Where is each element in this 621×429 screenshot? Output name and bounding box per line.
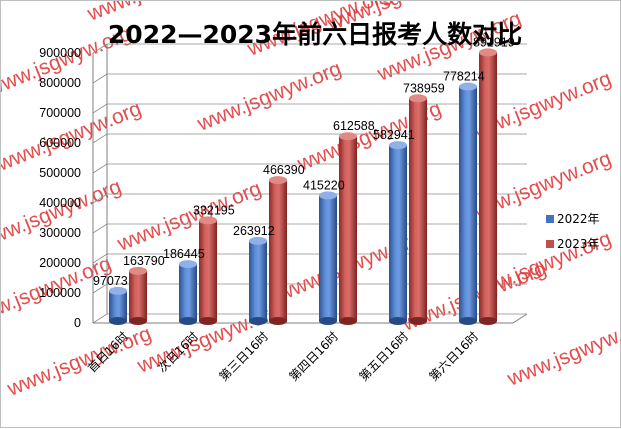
data-label: 582941 [373, 128, 415, 142]
x-tick-label: 第四日16时 [286, 329, 341, 384]
legend-swatch [546, 240, 554, 248]
watermark-text: www.jsgwyw.org [3, 322, 154, 401]
bar-base [319, 317, 337, 325]
watermark-text: www.jsgwyw.org [1, 175, 125, 254]
bar-base [479, 317, 497, 325]
watermark-layer: www.jsgwyw.orgwww.jsgwyw.orgwww.jsgwyw.o… [1, 1, 621, 401]
bar-cap [479, 48, 497, 57]
bar-base [129, 317, 147, 325]
bar-1-0 [129, 270, 147, 321]
bar-1-5 [479, 52, 497, 321]
bar-1-3 [339, 136, 357, 321]
legend-label: 2022年 [557, 212, 600, 226]
gridlines [92, 43, 528, 324]
bar-base [199, 317, 217, 325]
gridline-diagonal [92, 283, 108, 294]
y-tick-label: 0 [74, 316, 81, 330]
x-tick-label: 第五日16时 [356, 329, 411, 384]
gridline-diagonal [92, 133, 108, 144]
gridline-diagonal [92, 253, 108, 264]
bar-base [409, 317, 427, 325]
bar-cap [129, 266, 147, 275]
y-tick-label: 900000 [39, 46, 81, 60]
watermark-text: www.jsgwyw.org [193, 57, 344, 136]
bar-1-2 [269, 180, 287, 321]
bar-base [179, 317, 197, 325]
bar-base [389, 317, 407, 325]
floor-edge [512, 313, 528, 324]
bar-cap [199, 216, 217, 225]
bar-base [459, 317, 477, 325]
watermark-text: www.jsgwyw.org [113, 177, 264, 256]
data-label: 186445 [163, 247, 205, 261]
y-tick-label: 200000 [39, 256, 81, 270]
watermark-text: www.jsgwyw.org [503, 312, 621, 391]
bar-0-2 [249, 240, 267, 321]
bar-0-4 [389, 145, 407, 321]
gridline-diagonal [92, 163, 108, 174]
bar-cap [389, 141, 407, 150]
bar-cap [459, 82, 477, 91]
gridline-diagonal [92, 73, 108, 84]
bar-0-1 [179, 264, 197, 321]
gridline-diagonal [92, 223, 108, 234]
data-label: 97073 [93, 274, 128, 288]
bars [109, 48, 497, 325]
data-label: 332195 [193, 203, 235, 217]
data-label: 415220 [303, 178, 345, 192]
gridline-diagonal [92, 193, 108, 204]
data-label: 612588 [333, 119, 375, 133]
bar-cap [339, 132, 357, 141]
bar-cap [179, 260, 197, 269]
legend: 2022年 2023年 [546, 212, 600, 251]
bar-base [269, 317, 287, 325]
y-tick-label: 400000 [39, 196, 81, 210]
bar-base [249, 317, 267, 325]
data-label: 778214 [443, 70, 485, 84]
data-label: 163790 [123, 254, 165, 268]
bar-1-4 [409, 98, 427, 321]
bar-0-3 [319, 195, 337, 321]
y-tick-label: 100000 [39, 286, 81, 300]
data-label: 738959 [403, 81, 445, 95]
x-tick-label: 第六日16时 [426, 329, 481, 384]
bar-1-1 [199, 220, 217, 321]
data-label: 263912 [233, 224, 275, 238]
legend-swatch [546, 215, 554, 223]
bar-base [339, 317, 357, 325]
bar-cap [319, 191, 337, 200]
y-tick-label: 500000 [39, 166, 81, 180]
data-label: 466390 [263, 163, 305, 177]
gridline-diagonal [92, 103, 108, 114]
bar-cap [249, 236, 267, 245]
data-label: 891919 [473, 35, 515, 49]
bar-0-0 [109, 290, 127, 321]
bar-cap [109, 286, 127, 295]
bar-base [109, 317, 127, 325]
bar-cap [409, 94, 427, 103]
y-tick-label: 700000 [39, 106, 81, 120]
bar-cap [269, 176, 287, 185]
bar-0-5 [459, 86, 477, 321]
y-tick-label: 300000 [39, 226, 81, 240]
legend-label: 2023年 [557, 237, 600, 251]
gridline-diagonal [92, 313, 108, 324]
y-tick-label: 800000 [39, 76, 81, 90]
y-tick-label: 600000 [39, 136, 81, 150]
chart-title: 2022—2023年前六日报考人数对比 [108, 20, 522, 49]
gridline-diagonal [92, 43, 108, 54]
